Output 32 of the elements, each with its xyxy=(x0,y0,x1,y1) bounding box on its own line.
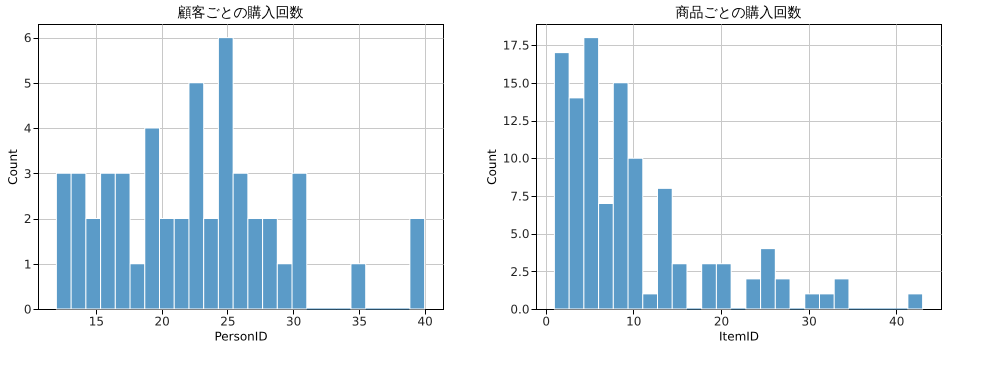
x-tick-label: 20 xyxy=(154,314,170,328)
y-tick-label: 17.5 xyxy=(502,38,530,53)
x-tick-label: 20 xyxy=(714,314,730,328)
x-tick-label: 15 xyxy=(88,314,104,328)
y-tick-label: 10.0 xyxy=(502,152,530,166)
y-axis-title: Count xyxy=(6,148,20,185)
x-axis-title: PersonID xyxy=(214,330,268,344)
y-tick-label: 6 xyxy=(24,31,32,46)
x-axis-title: ItemID xyxy=(718,330,760,344)
chart-title: 商品ごとの購入回数 xyxy=(676,5,802,21)
y-tick-label: 0.0 xyxy=(510,302,530,316)
y-tick-label: 15.0 xyxy=(502,76,530,90)
y-tick-label: 5.0 xyxy=(510,227,530,242)
x-tick-label: 30 xyxy=(286,314,302,328)
x-tick-label: 40 xyxy=(889,314,904,328)
y-tick-label: 1 xyxy=(24,257,32,272)
x-tick-label: 40 xyxy=(417,314,433,328)
y-tick-label: 7.5 xyxy=(510,189,530,204)
x-tick-label: 35 xyxy=(352,314,367,328)
y-tick-label: 4 xyxy=(24,122,32,136)
x-tick-label: 0 xyxy=(542,314,550,328)
x-tick-label: 30 xyxy=(801,314,817,328)
y-tick-label: 2.5 xyxy=(510,264,530,279)
y-tick-label: 3 xyxy=(24,166,32,181)
y-tick-label: 5 xyxy=(24,76,32,90)
chart-title: 顧客ごとの購入回数 xyxy=(178,5,304,21)
y-axis-title: Count xyxy=(484,148,499,185)
x-tick-label: 25 xyxy=(220,314,236,328)
x-tick-label: 10 xyxy=(626,314,642,328)
y-tick-label: 0 xyxy=(24,302,32,316)
y-tick-label: 12.5 xyxy=(502,114,530,128)
y-tick-label: 2 xyxy=(24,212,32,226)
